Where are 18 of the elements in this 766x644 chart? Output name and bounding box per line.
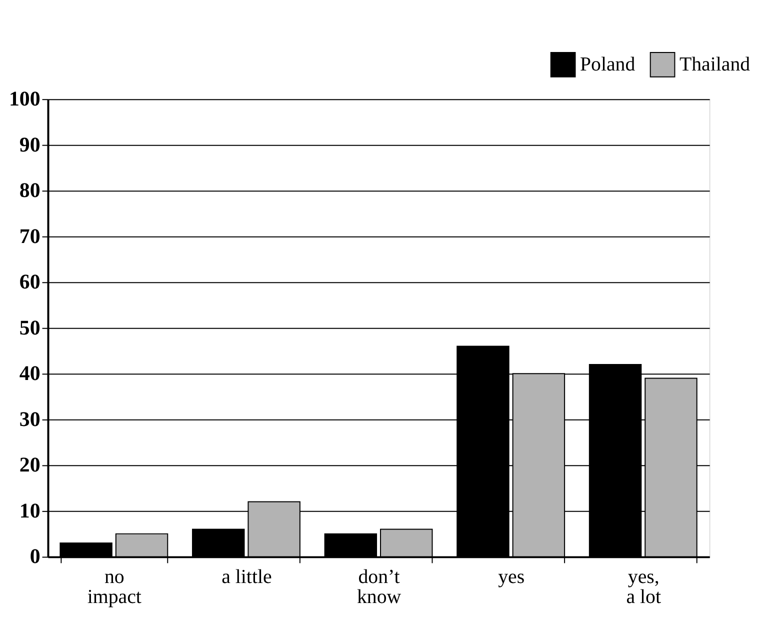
y-tick-label: 60 [19, 270, 40, 294]
x-tick-label: no impact [87, 566, 142, 608]
x-tick-label: yes [498, 566, 525, 588]
x-tick-label: don’t know [356, 566, 402, 608]
y-tick-label: 100 [8, 86, 40, 111]
y-tick-label: 0 [30, 544, 40, 568]
y-tick-label: 80 [19, 178, 40, 202]
y-tick-label: 20 [19, 452, 40, 477]
y-tick-label: 90 [19, 132, 40, 156]
y-tick-label: 40 [19, 361, 40, 386]
legend-label: Thailand [679, 54, 750, 76]
y-tick-label: 10 [19, 498, 40, 522]
legend-label: Poland [580, 54, 636, 76]
y-tick-label: 30 [19, 406, 40, 431]
y-tick-label: 50 [19, 315, 40, 340]
x-tick-label: a little [222, 566, 272, 588]
y-tick-label: 70 [19, 224, 40, 248]
x-tick-label: yes, a lot [626, 566, 662, 608]
